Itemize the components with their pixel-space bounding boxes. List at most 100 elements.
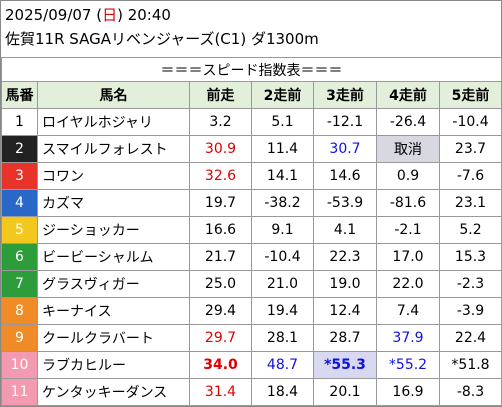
horse-name: カズマ bbox=[37, 189, 190, 217]
speed-index: 19.7 bbox=[189, 189, 252, 217]
speed-index: 21.0 bbox=[251, 270, 314, 298]
speed-index: -2.1 bbox=[376, 216, 440, 244]
horse-number: 9 bbox=[1, 324, 38, 352]
speed-index: 20.1 bbox=[313, 378, 377, 406]
column-header: 4走前 bbox=[376, 81, 440, 109]
column-header: 5走前 bbox=[438, 81, 502, 109]
horse-number: 11 bbox=[1, 378, 38, 406]
speed-index: 14.1 bbox=[251, 162, 314, 190]
speed-index: 30.9 bbox=[189, 135, 252, 163]
speed-index: 21.7 bbox=[189, 243, 252, 271]
horse-row: 9 クールクラバート 29.7 28.1 28.7 37.9 22.4 bbox=[1, 324, 502, 352]
horse-row: 8 キーナイス 29.4 19.4 12.4 7.4 -3.9 bbox=[1, 297, 502, 325]
horse-name: グラスヴィガー bbox=[37, 270, 190, 298]
speed-table: ＝＝＝スピード指数表＝＝＝ 馬番 馬名 前走 2走前 3走前 4走前 5走前 1 ロイヤルホジャリ… bbox=[0, 57, 502, 406]
horse-row: 10 ラブカヒルー 34.0 48.7 *55.3 *55.2 *51.8 bbox=[1, 351, 502, 379]
speed-index: 0.9 bbox=[376, 162, 440, 190]
speed-index: 23.1 bbox=[438, 189, 502, 217]
speed-index: 17.0 bbox=[376, 243, 440, 271]
speed-index: 22.3 bbox=[313, 243, 377, 271]
speed-index: -8.3 bbox=[438, 378, 502, 406]
speed-index: 14.6 bbox=[313, 162, 377, 190]
horse-row: 11 ケンタッキーダンス 31.4 18.4 20.1 16.9 -8.3 bbox=[1, 378, 502, 406]
speed-index: -3.9 bbox=[438, 297, 502, 325]
speed-index: 19.4 bbox=[251, 297, 314, 325]
speed-index: 22.0 bbox=[376, 270, 440, 298]
horse-row: 5 ジーショッカー 16.6 9.1 4.1 -2.1 5.2 bbox=[1, 216, 502, 244]
speed-index: 15.3 bbox=[438, 243, 502, 271]
column-header: 前走 bbox=[189, 81, 252, 109]
speed-index: 30.7 bbox=[313, 135, 377, 163]
speed-index: 16.9 bbox=[376, 378, 440, 406]
date: 2025/09/07 ( bbox=[5, 6, 103, 24]
speed-index: 37.9 bbox=[376, 324, 440, 352]
time: ) 20:40 bbox=[117, 6, 171, 24]
column-header: 2走前 bbox=[251, 81, 314, 109]
horse-name: ビービーシャルム bbox=[37, 243, 190, 271]
date-line: 2025/09/07 (日) 20:40 bbox=[5, 5, 171, 25]
speed-index: 7.4 bbox=[376, 297, 440, 325]
horse-name: クールクラバート bbox=[37, 324, 190, 352]
header-row: 馬番 馬名 前走 2走前 3走前 4走前 5走前 bbox=[1, 81, 502, 109]
speed-index: -38.2 bbox=[251, 189, 314, 217]
speed-index: 25.0 bbox=[189, 270, 252, 298]
horse-number: 5 bbox=[1, 216, 38, 244]
speed-index: -10.4 bbox=[438, 108, 502, 136]
horse-number: 10 bbox=[1, 351, 38, 379]
speed-index: 4.1 bbox=[313, 216, 377, 244]
speed-index: 5.2 bbox=[438, 216, 502, 244]
speed-index: 5.1 bbox=[251, 108, 314, 136]
speed-index: 23.7 bbox=[438, 135, 502, 163]
speed-index: 取消 bbox=[376, 135, 440, 163]
horse-number: 7 bbox=[1, 270, 38, 298]
speed-index: 32.6 bbox=[189, 162, 252, 190]
speed-index: -53.9 bbox=[313, 189, 377, 217]
speed-index: 16.6 bbox=[189, 216, 252, 244]
horse-row: 1 ロイヤルホジャリ 3.2 5.1 -12.1 -26.4 -10.4 bbox=[1, 108, 502, 136]
weekday: 日 bbox=[102, 6, 118, 24]
speed-index: *55.3 bbox=[313, 351, 377, 379]
horse-name: スマイルフォレスト bbox=[37, 135, 190, 163]
horse-row: 4 カズマ 19.7 -38.2 -53.9 -81.6 23.1 bbox=[1, 189, 502, 217]
speed-index: -81.6 bbox=[376, 189, 440, 217]
speed-index: 11.4 bbox=[251, 135, 314, 163]
horse-number: 4 bbox=[1, 189, 38, 217]
horse-name: ジーショッカー bbox=[37, 216, 190, 244]
speed-index: 31.4 bbox=[189, 378, 252, 406]
horse-number: 3 bbox=[1, 162, 38, 190]
speed-index: -10.4 bbox=[251, 243, 314, 271]
horse-number: 6 bbox=[1, 243, 38, 271]
speed-index: 3.2 bbox=[189, 108, 252, 136]
column-header: 3走前 bbox=[313, 81, 377, 109]
horse-number: 8 bbox=[1, 297, 38, 325]
horse-name: ケンタッキーダンス bbox=[37, 378, 190, 406]
horse-row: 7 グラスヴィガー 25.0 21.0 19.0 22.0 -2.3 bbox=[1, 270, 502, 298]
speed-index: *55.2 bbox=[376, 351, 440, 379]
column-header: 馬番 bbox=[1, 81, 38, 109]
speed-index: 29.4 bbox=[189, 297, 252, 325]
speed-index: 9.1 bbox=[251, 216, 314, 244]
horse-row: 6 ビービーシャルム 21.7 -10.4 22.3 17.0 15.3 bbox=[1, 243, 502, 271]
horse-name: コワン bbox=[37, 162, 190, 190]
speed-index: 18.4 bbox=[251, 378, 314, 406]
speed-index: 28.7 bbox=[313, 324, 377, 352]
speed-index: 12.4 bbox=[313, 297, 377, 325]
speed-index: *51.8 bbox=[438, 351, 502, 379]
race-info: 佐賀11R SAGAリベンジャーズ(C1) ダ1300m bbox=[5, 30, 319, 48]
table-title: ＝＝＝スピード指数表＝＝＝ bbox=[0, 57, 502, 82]
column-header: 馬名 bbox=[37, 81, 190, 109]
horse-name: ラブカヒルー bbox=[37, 351, 190, 379]
horse-number: 2 bbox=[1, 135, 38, 163]
speed-index: 29.7 bbox=[189, 324, 252, 352]
horse-name: ロイヤルホジャリ bbox=[37, 108, 190, 136]
title-row: ＝＝＝スピード指数表＝＝＝ bbox=[0, 57, 502, 82]
horse-number: 1 bbox=[1, 108, 38, 136]
speed-index: 22.4 bbox=[438, 324, 502, 352]
speed-index: 34.0 bbox=[189, 351, 252, 379]
speed-index: -2.3 bbox=[438, 270, 502, 298]
speed-index: -26.4 bbox=[376, 108, 440, 136]
speed-index: -12.1 bbox=[313, 108, 377, 136]
horse-row: 3 コワン 32.6 14.1 14.6 0.9 -7.6 bbox=[1, 162, 502, 190]
speed-index: 28.1 bbox=[251, 324, 314, 352]
